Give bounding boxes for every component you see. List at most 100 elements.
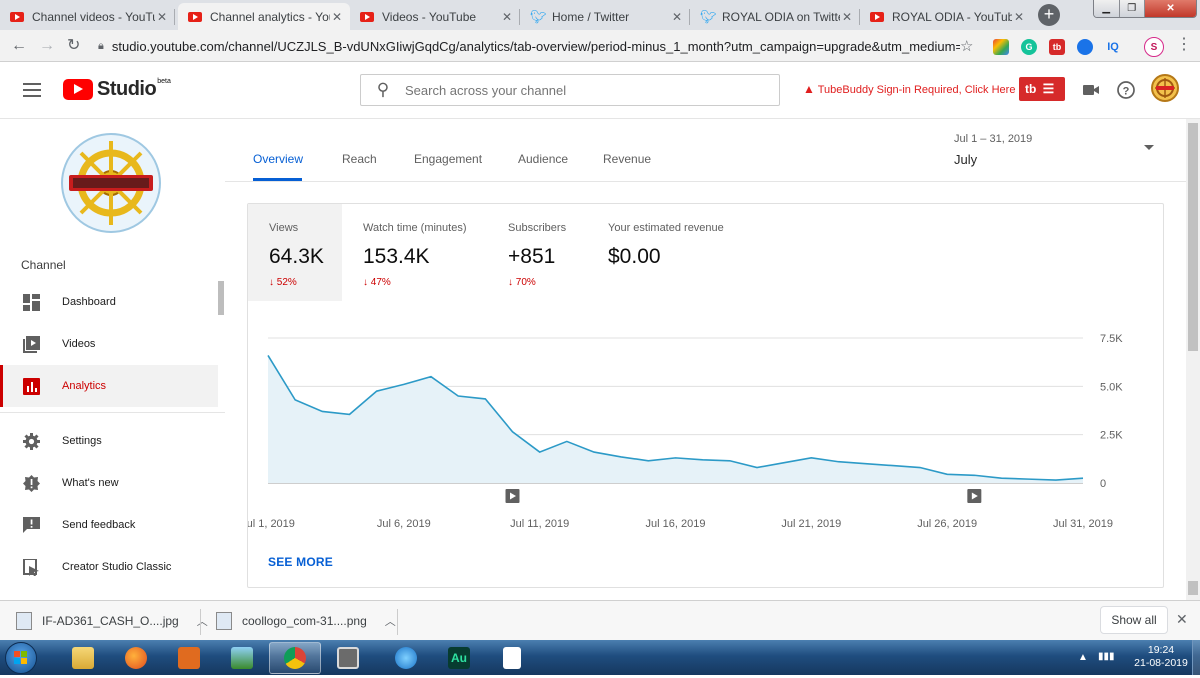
scrollbar-down-arrow[interactable]	[1188, 581, 1198, 595]
download-bar: IF-AD361_CASH_O....jpg ︿ coollogo_com-31…	[0, 600, 1200, 640]
reload-icon[interactable]: ↻	[67, 37, 81, 54]
close-icon[interactable]: ✕	[1176, 611, 1188, 627]
sidebar-item-dashboard[interactable]: Dashboard	[0, 281, 218, 323]
download-item[interactable]: coollogo_com-31....png ︿	[216, 610, 396, 632]
browser-tab[interactable]: Videos - YouTube ✕	[350, 3, 520, 30]
profile-avatar-icon[interactable]: S	[1144, 37, 1164, 57]
blank-document-icon[interactable]	[486, 642, 538, 674]
browser-tab[interactable]: Channel videos - YouTube ✕	[0, 3, 175, 30]
sidebar-item-label: Send feedback	[62, 519, 136, 531]
tab-audience[interactable]: Audience	[518, 152, 569, 166]
taskbar-clock[interactable]: 19:24 21-08-2019	[1122, 644, 1200, 670]
window-controls: ▁ ❐ ✕	[1093, 0, 1197, 18]
firefox-icon[interactable]	[110, 642, 162, 674]
bookmark-star-icon[interactable]: ☆	[960, 38, 974, 55]
chrome-menu-icon[interactable]: ⋮	[1176, 36, 1192, 53]
date-range-label[interactable]: Jul 1 – 31, 2019	[954, 133, 1033, 145]
sidebar-item-send-feedback[interactable]: Send feedback	[0, 504, 218, 546]
minimize-icon[interactable]: ▁	[1094, 0, 1120, 17]
tubebuddy-menu-button[interactable]: tb ☰	[1019, 77, 1065, 101]
tab-engagement[interactable]: Engagement	[414, 152, 483, 166]
analytics-icon	[22, 377, 40, 395]
browser-tab[interactable]: 🐦︎ ROYAL ODIA on Twitter ✕	[690, 3, 860, 30]
close-tab-icon[interactable]: ✕	[156, 9, 168, 24]
blue-shield-ext-icon[interactable]	[1077, 39, 1093, 55]
address-bar[interactable]: 🔒︎ studio.youtube.com/channel/UCZJLS_B-v…	[96, 34, 980, 58]
close-tab-icon[interactable]: ✕	[671, 9, 683, 24]
photo-viewer-icon[interactable]	[216, 642, 268, 674]
sidebar-item-whats-new[interactable]: What's new	[0, 462, 218, 504]
browser-tab[interactable]: ROYAL ODIA - YouTube ✕	[860, 3, 1032, 30]
window-switcher-icon[interactable]	[322, 642, 374, 674]
sidebar-item-label: Videos	[62, 338, 96, 350]
close-tab-icon[interactable]: ✕	[501, 9, 513, 24]
close-tab-icon[interactable]: ✕	[331, 9, 343, 24]
chevron-down-icon[interactable]	[1144, 145, 1154, 150]
metric-subscribers[interactable]: Subscribers +851 ↓ 70%	[487, 204, 587, 301]
grammarly-icon[interactable]: G	[1021, 39, 1037, 55]
show-desktop-button[interactable]	[1192, 640, 1200, 675]
adobe-audition-icon[interactable]: Au	[433, 642, 485, 674]
youtube-icon	[360, 11, 374, 22]
metric-watch-time[interactable]: Watch time (minutes) 153.4K ↓ 47%	[342, 204, 487, 301]
maximize-icon[interactable]: ❐	[1119, 0, 1146, 17]
tubebuddy-warning-link[interactable]: ▲ TubeBuddy Sign-in Required, Click Here	[803, 82, 1015, 96]
file-explorer-icon[interactable]	[57, 642, 109, 674]
twitter-icon: 🐦︎	[530, 8, 547, 24]
search-input[interactable]	[405, 82, 779, 98]
x-tick-label: Jul 1, 2019	[248, 518, 295, 530]
chevron-up-icon[interactable]: ︿	[196, 616, 208, 628]
selected-tab-underline	[253, 178, 302, 181]
windows-start-button[interactable]	[5, 642, 37, 674]
sidebar-item-label: Dashboard	[62, 296, 116, 308]
iq-ext-icon[interactable]: IQ	[1107, 41, 1119, 53]
page-scrollbar[interactable]	[1186, 119, 1200, 600]
close-window-icon[interactable]: ✕	[1145, 0, 1196, 17]
internet-explorer-icon[interactable]	[380, 642, 432, 674]
new-tab-button[interactable]: +	[1038, 4, 1060, 26]
close-tab-icon[interactable]: ✕	[1013, 9, 1025, 24]
tab-title: Channel videos - YouTube	[32, 9, 155, 24]
show-all-downloads-button[interactable]: Show all	[1100, 606, 1168, 634]
tray-expand-icon[interactable]: ▲	[1078, 652, 1088, 663]
channel-search[interactable]: ⚲	[360, 74, 780, 106]
help-icon[interactable]: ?	[1116, 80, 1136, 100]
tab-overview[interactable]: Overview	[253, 152, 304, 166]
color-ext-icon[interactable]	[993, 39, 1009, 55]
tab-revenue[interactable]: Revenue	[603, 152, 652, 166]
metric-label: Views	[269, 222, 299, 234]
studio-wordmark: Studio	[97, 78, 157, 100]
sidebar-divider	[0, 412, 225, 413]
back-arrow-icon[interactable]: ←	[11, 37, 27, 54]
hamburger-menu-icon[interactable]	[23, 83, 41, 97]
sidebar-scrollbar[interactable]	[218, 281, 224, 315]
browser-tab-active[interactable]: Channel analytics - YouTube ✕	[178, 3, 350, 30]
see-more-link[interactable]: SEE MORE	[268, 555, 333, 569]
create-video-icon[interactable]	[1081, 80, 1101, 100]
metric-views[interactable]: Views 64.3K ↓ 52%	[248, 204, 342, 301]
chrome-icon[interactable]	[269, 642, 321, 674]
scrollbar-thumb[interactable]	[1188, 123, 1198, 351]
close-tab-icon[interactable]: ✕	[841, 9, 853, 24]
metric-revenue[interactable]: Your estimated revenue $0.00	[587, 204, 757, 301]
sidebar-item-videos[interactable]: Videos	[0, 323, 218, 365]
tab-reach[interactable]: Reach	[342, 152, 377, 166]
metric-label: Subscribers	[508, 222, 567, 234]
forward-arrow-icon[interactable]: →	[39, 37, 55, 54]
classic-studio-icon	[22, 557, 40, 576]
channel-avatar[interactable]	[1151, 74, 1179, 102]
period-label[interactable]: July	[954, 152, 978, 167]
channel-logo[interactable]	[61, 133, 161, 233]
sidebar-item-settings[interactable]: Settings	[0, 420, 218, 462]
network-signal-icon[interactable]: ▮▮▮	[1098, 651, 1115, 662]
download-item[interactable]: IF-AD361_CASH_O....jpg ︿	[16, 610, 208, 632]
chevron-up-icon[interactable]: ︿	[384, 616, 396, 628]
image-file-icon	[16, 612, 32, 630]
tubebuddy-ext-icon[interactable]: tb	[1049, 39, 1065, 55]
sidebar-item-analytics[interactable]: Analytics	[0, 365, 218, 407]
media-player-icon[interactable]	[163, 642, 215, 674]
youtube-studio-logo[interactable]: Studio beta	[63, 78, 171, 101]
browser-tab[interactable]: 🐦︎ Home / Twitter ✕	[520, 3, 690, 30]
y-tick-label: 2.5K	[1100, 430, 1123, 442]
sidebar-item-creator-studio-classic[interactable]: Creator Studio Classic	[0, 546, 218, 588]
